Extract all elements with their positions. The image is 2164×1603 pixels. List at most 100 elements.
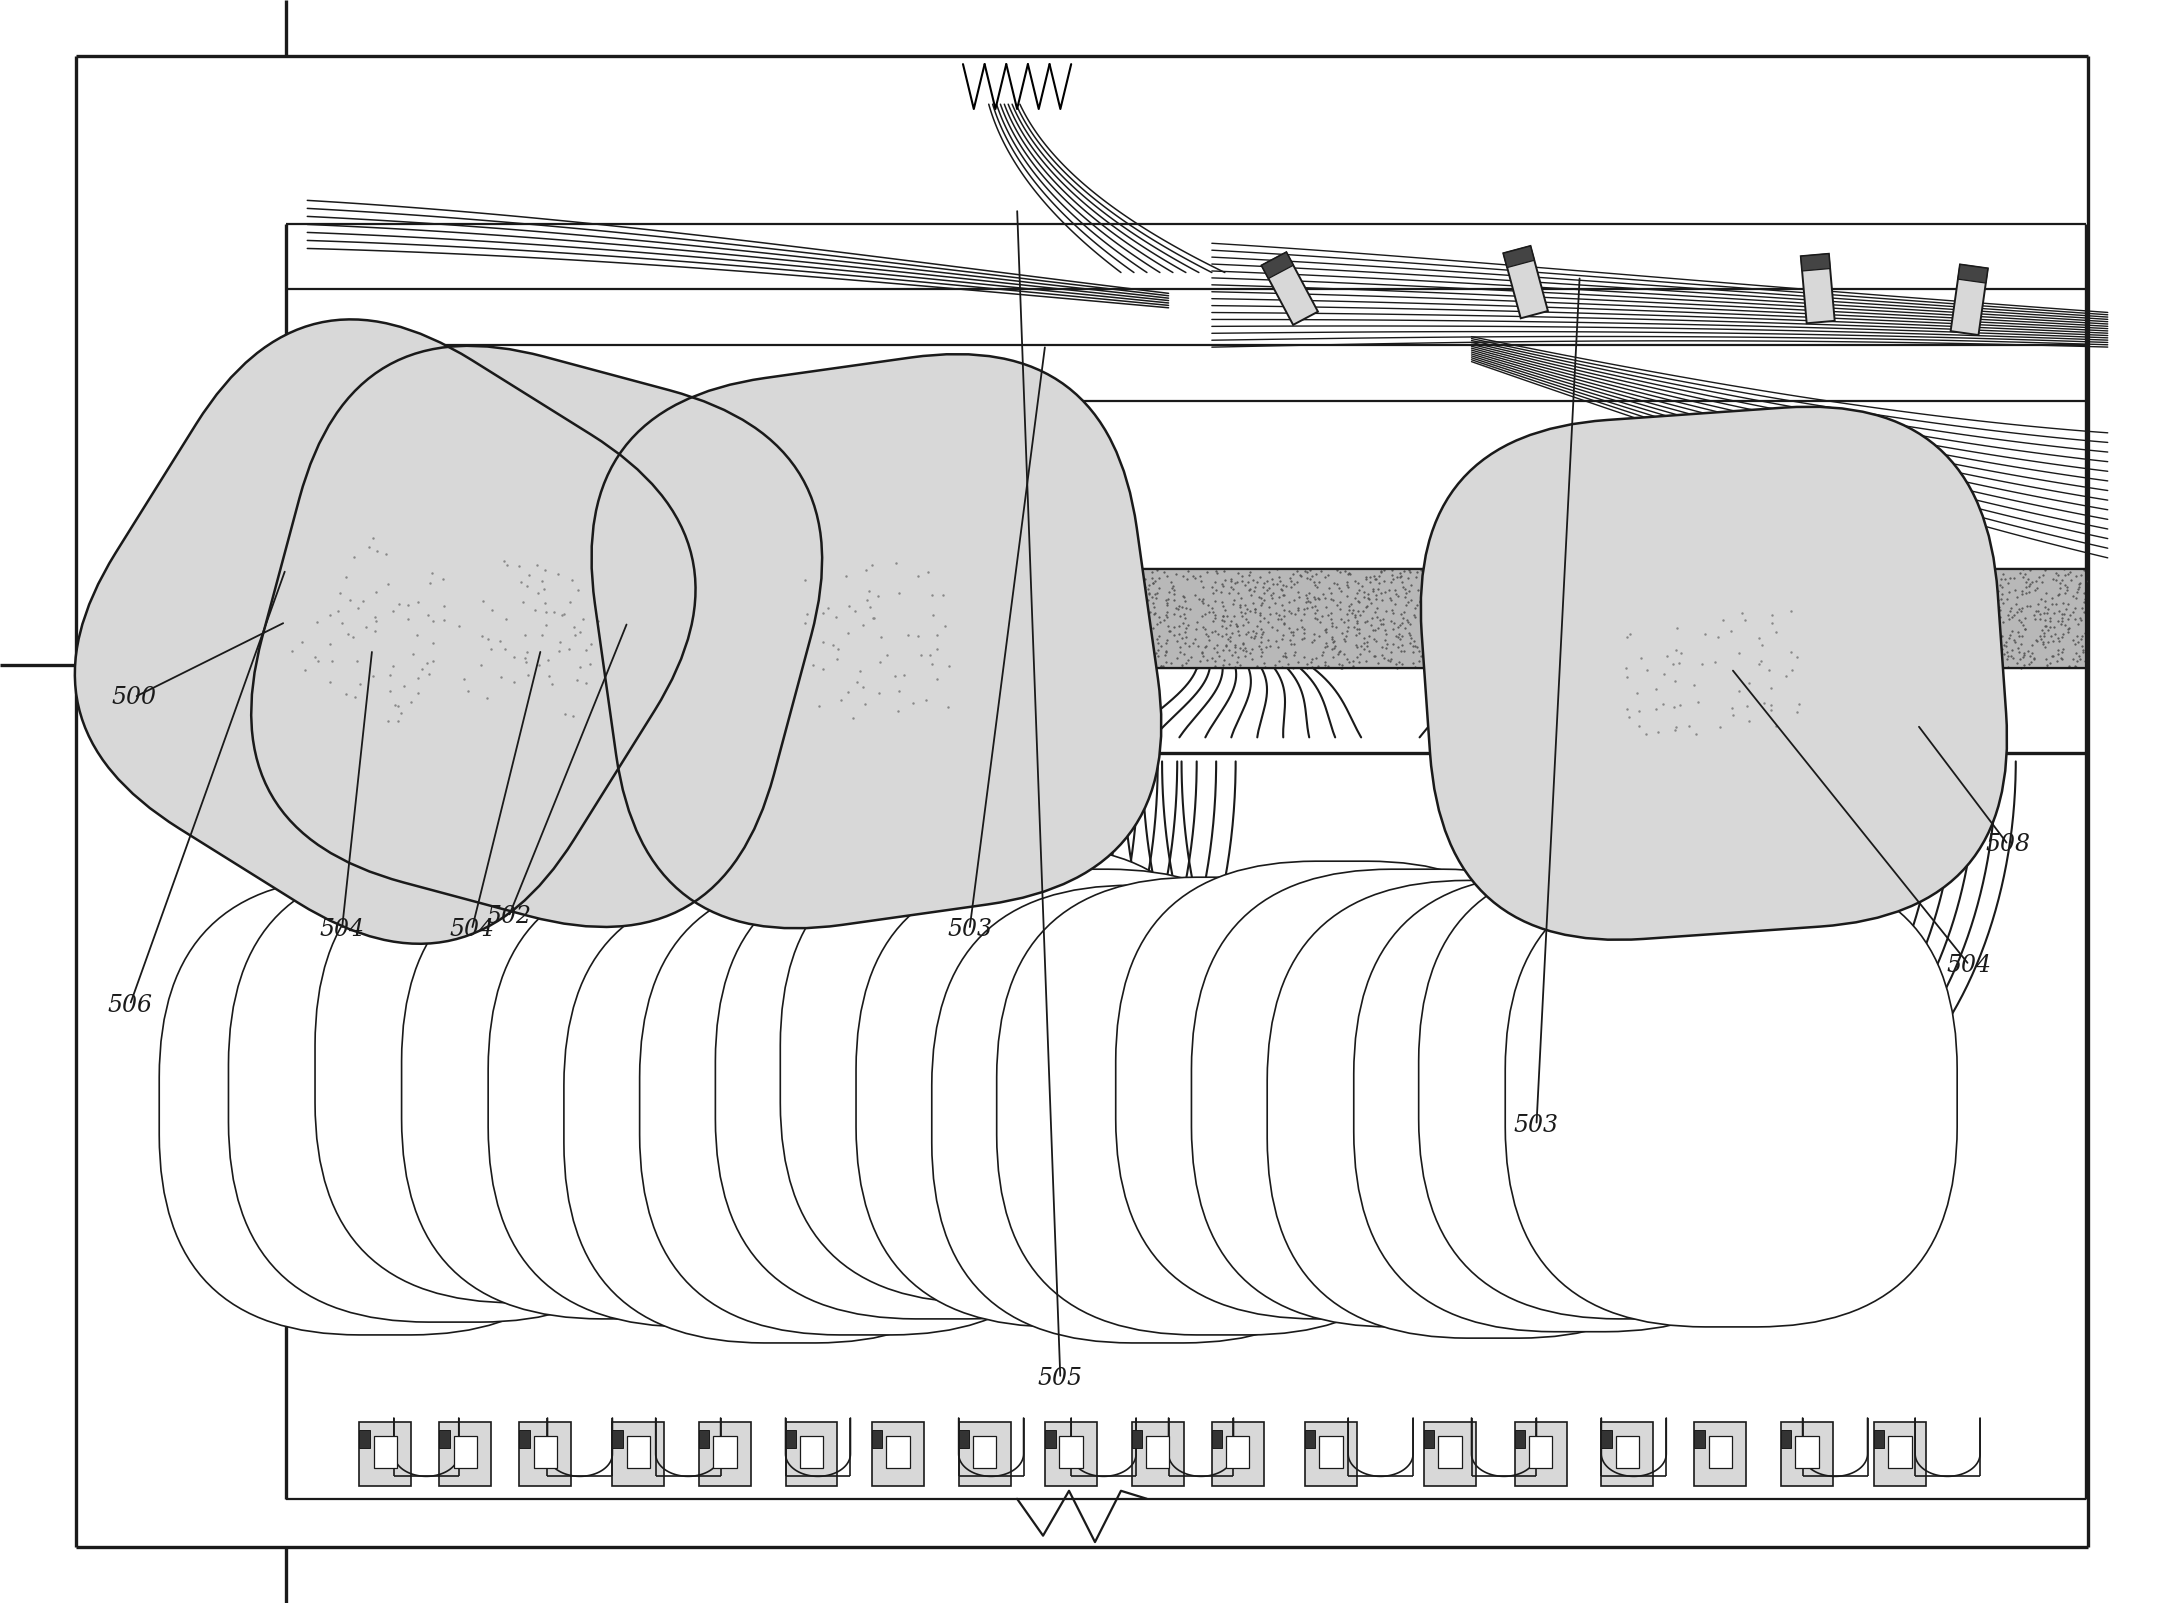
FancyBboxPatch shape (1506, 869, 1956, 1327)
Bar (1844, 686, 1926, 734)
Bar (519, 1422, 571, 1486)
Bar (1262, 252, 1318, 325)
Polygon shape (251, 731, 320, 802)
Text: 504: 504 (450, 919, 493, 941)
FancyBboxPatch shape (1192, 869, 1642, 1327)
Bar (974, 1436, 995, 1468)
Bar (1060, 1436, 1082, 1468)
FancyBboxPatch shape (933, 885, 1383, 1343)
Text: 503: 503 (1515, 1114, 1558, 1137)
FancyBboxPatch shape (716, 861, 1166, 1319)
Bar (714, 1436, 736, 1468)
Bar (628, 1436, 649, 1468)
Bar (801, 1436, 822, 1468)
FancyBboxPatch shape (316, 845, 766, 1303)
FancyBboxPatch shape (251, 346, 822, 927)
Text: 503: 503 (948, 919, 991, 941)
Text: 505: 505 (1039, 1367, 1082, 1390)
Bar (872, 1422, 924, 1486)
Bar (1045, 1430, 1056, 1448)
Bar (1132, 1422, 1184, 1486)
Text: 500: 500 (113, 686, 156, 709)
Bar (1305, 1422, 1357, 1486)
FancyBboxPatch shape (229, 864, 679, 1322)
Bar (535, 1436, 556, 1468)
FancyBboxPatch shape (591, 354, 1162, 928)
Bar (439, 1422, 491, 1486)
Bar (1874, 1422, 1926, 1486)
FancyBboxPatch shape (641, 877, 1091, 1335)
Bar (1212, 1430, 1223, 1448)
Text: 508: 508 (1987, 834, 2030, 856)
Bar (786, 1422, 837, 1486)
Bar (1781, 1422, 1833, 1486)
Bar (1320, 1436, 1342, 1468)
Text: 506: 506 (108, 994, 151, 1016)
Bar (612, 1430, 623, 1448)
Bar (1601, 1422, 1653, 1486)
FancyBboxPatch shape (76, 319, 695, 944)
FancyBboxPatch shape (403, 861, 853, 1319)
Bar (1800, 253, 1835, 324)
Bar (1424, 1430, 1435, 1448)
Bar (612, 1422, 664, 1486)
Bar (1515, 1430, 1526, 1448)
Bar (1147, 1436, 1169, 1468)
Bar (1212, 1422, 1264, 1486)
Bar (1227, 1436, 1249, 1468)
FancyBboxPatch shape (1355, 874, 1805, 1332)
Bar (1781, 1430, 1792, 1448)
Bar (1694, 1430, 1705, 1448)
FancyBboxPatch shape (1420, 861, 1870, 1319)
FancyBboxPatch shape (489, 869, 939, 1327)
Bar (1617, 1436, 1638, 1468)
Bar (374, 1436, 396, 1468)
Bar (286, 569, 2086, 668)
Bar (1889, 1436, 1911, 1468)
Text: 502: 502 (487, 906, 530, 928)
Bar (359, 1422, 411, 1486)
FancyBboxPatch shape (998, 877, 1448, 1335)
FancyBboxPatch shape (781, 845, 1231, 1303)
Bar (959, 1422, 1011, 1486)
Bar (699, 1422, 751, 1486)
Bar (887, 1436, 909, 1468)
Bar (872, 1430, 883, 1448)
Text: 504: 504 (1948, 954, 1991, 976)
Bar (1601, 1430, 1612, 1448)
Bar (1424, 1422, 1476, 1486)
Bar (699, 1430, 710, 1448)
Bar (1305, 1430, 1316, 1448)
Bar (1504, 245, 1547, 319)
Bar (439, 1430, 450, 1448)
FancyBboxPatch shape (1422, 407, 2006, 939)
Bar (1694, 1422, 1746, 1486)
Polygon shape (251, 766, 320, 837)
Bar (1439, 1436, 1461, 1468)
Text: 504: 504 (320, 919, 364, 941)
FancyBboxPatch shape (1268, 880, 1718, 1339)
Bar (1874, 1430, 1885, 1448)
FancyBboxPatch shape (857, 869, 1307, 1327)
Bar (1045, 1422, 1097, 1486)
Bar (1504, 245, 1534, 268)
Bar (1262, 252, 1294, 279)
Bar (286, 569, 2086, 668)
Bar (1515, 1422, 1567, 1486)
Circle shape (1930, 680, 1991, 741)
Bar (1710, 1436, 1731, 1468)
Bar (359, 1430, 370, 1448)
FancyBboxPatch shape (1117, 861, 1567, 1319)
Bar (959, 1430, 969, 1448)
Bar (786, 1430, 796, 1448)
Bar (519, 1430, 530, 1448)
Bar (1800, 253, 1831, 271)
Bar (1796, 1436, 1818, 1468)
Bar (1132, 1430, 1143, 1448)
Bar (1950, 264, 1989, 335)
FancyBboxPatch shape (565, 885, 1015, 1343)
Bar (1958, 264, 1989, 284)
Bar (1530, 1436, 1552, 1468)
Bar (454, 1436, 476, 1468)
FancyBboxPatch shape (160, 877, 610, 1335)
